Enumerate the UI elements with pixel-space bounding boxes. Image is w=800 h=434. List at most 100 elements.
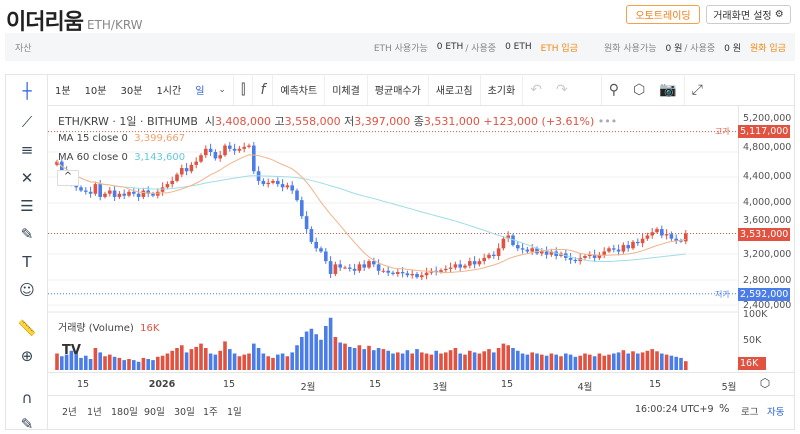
price-tick: 2,800,000 bbox=[743, 275, 792, 286]
volume-bar bbox=[223, 341, 227, 370]
log-toggle[interactable]: 로그 bbox=[741, 407, 759, 418]
camera-icon[interactable]: 📷 bbox=[659, 81, 677, 98]
ruler-icon[interactable]: 📏 bbox=[17, 319, 37, 337]
interval-10m[interactable]: 10분 bbox=[84, 86, 107, 97]
interval-30m[interactable]: 30분 bbox=[120, 86, 143, 97]
volume-bar bbox=[386, 350, 390, 370]
trend-line-icon[interactable]: ⟋ bbox=[21, 113, 33, 131]
candle bbox=[468, 261, 472, 266]
volume-bar bbox=[79, 357, 83, 370]
volume-bar bbox=[261, 353, 266, 370]
chevron-down-icon[interactable]: ⌄ bbox=[218, 84, 226, 95]
emoji-icon[interactable]: ☺ bbox=[19, 281, 35, 299]
eth-available-label: ETH 사용가능 bbox=[373, 43, 428, 54]
redo-icon[interactable]: ↷ bbox=[555, 81, 568, 98]
range-30d[interactable]: 30일 bbox=[174, 407, 195, 418]
volume-bar bbox=[271, 357, 275, 370]
interval-1m[interactable]: 1분 bbox=[55, 86, 71, 97]
volume-bar bbox=[266, 356, 270, 370]
screen-settings-button[interactable]: 거래화면 설정 ⚙ bbox=[706, 5, 791, 24]
price-chart[interactable] bbox=[48, 106, 738, 372]
candle bbox=[588, 254, 592, 257]
crosshair-icon[interactable]: ┼ bbox=[22, 82, 32, 100]
volume-bar bbox=[602, 355, 606, 370]
eth-deposit-link[interactable]: ETH 입금 bbox=[540, 43, 578, 54]
range-2y[interactable]: 2년 bbox=[62, 407, 77, 418]
horizontal-lines-icon[interactable]: ≡ bbox=[20, 141, 34, 159]
reset-button[interactable]: 초기화 bbox=[487, 86, 516, 97]
zoom-in-icon[interactable]: ⊕ bbox=[20, 347, 34, 365]
fullscreen-icon[interactable]: ⤢ bbox=[691, 81, 703, 98]
change-value: +123,000 (+3.61%) bbox=[483, 115, 595, 128]
volume-bar bbox=[285, 356, 290, 370]
candle bbox=[573, 259, 578, 262]
range-1w[interactable]: 1주 bbox=[203, 407, 218, 418]
candle bbox=[372, 261, 376, 265]
volume-bar bbox=[184, 352, 189, 370]
volume-bar bbox=[400, 353, 405, 370]
clock: 16:00:24 UTC+9 bbox=[635, 404, 714, 415]
magnet-icon[interactable]: ∩ bbox=[21, 389, 33, 407]
volume-bar bbox=[660, 353, 664, 370]
candle bbox=[626, 245, 630, 249]
brush-icon[interactable]: ✎ bbox=[20, 225, 34, 243]
price-tick: 3,600,000 bbox=[743, 215, 792, 226]
candle bbox=[218, 155, 222, 159]
candle bbox=[645, 235, 650, 239]
candle bbox=[170, 180, 174, 185]
indicator-fx-icon[interactable]: f bbox=[260, 81, 266, 98]
krw-in-use-label: / 사용중 bbox=[684, 43, 716, 54]
candle bbox=[616, 249, 621, 252]
text-icon[interactable]: T bbox=[22, 253, 32, 271]
volume-bar bbox=[228, 349, 232, 370]
pencil-icon[interactable]: ✎ bbox=[20, 415, 34, 433]
candle bbox=[405, 273, 410, 276]
eth-in-use-label: / 사용중 bbox=[465, 43, 497, 54]
volume-bar bbox=[93, 348, 98, 370]
interval-1d[interactable]: 일 bbox=[195, 86, 205, 97]
search-indicator-icon[interactable]: ⚲ bbox=[608, 81, 619, 98]
candle bbox=[295, 190, 299, 201]
krw-deposit-link[interactable]: 원화 입금 bbox=[750, 43, 786, 54]
candle bbox=[146, 190, 150, 194]
candle bbox=[324, 251, 328, 262]
volume-bar bbox=[376, 348, 381, 370]
collapse-legend-button[interactable]: ^ bbox=[57, 170, 79, 186]
auto-trading-button[interactable]: 오토트레이딩 bbox=[626, 5, 700, 24]
auto-toggle[interactable]: 자동 bbox=[767, 407, 785, 418]
volume-bar bbox=[160, 355, 165, 370]
range-1d[interactable]: 1일 bbox=[227, 407, 242, 418]
settings-hexagon-icon[interactable]: ⬡ bbox=[632, 81, 646, 98]
volume-bar bbox=[64, 354, 69, 370]
open-orders-button[interactable]: 미체결 bbox=[332, 86, 360, 97]
avg-price-button[interactable]: 평균매수가 bbox=[374, 86, 421, 97]
forecast-chart-button[interactable]: 예측차트 bbox=[280, 86, 318, 97]
volume-bar bbox=[559, 356, 563, 370]
interval-1h[interactable]: 1시간 bbox=[156, 86, 182, 97]
percent-toggle[interactable]: % bbox=[719, 402, 730, 415]
drawing-toolbar: ┼ ⟋ ≡ ✕ ☰ ✎ T ☺ 📏 ⊕ ∩ ✎ bbox=[5, 74, 48, 433]
pattern-icon[interactable]: ✕ bbox=[20, 169, 34, 187]
candle bbox=[477, 261, 482, 265]
undo-icon[interactable]: ↶ bbox=[530, 81, 542, 98]
candle-type-icon[interactable]: ⫿ bbox=[240, 81, 246, 98]
price-tick: 4,800,000 bbox=[743, 142, 792, 153]
candle bbox=[391, 272, 395, 274]
refresh-button[interactable]: 새로고침 bbox=[435, 86, 473, 97]
volume-bar bbox=[568, 354, 573, 370]
range-90d[interactable]: 90일 bbox=[144, 407, 165, 418]
time-axis[interactable]: 15 2026 15 2월 15 3월 15 4월 15 5월 ⬡ bbox=[48, 372, 795, 396]
range-1y[interactable]: 1년 bbox=[87, 407, 102, 418]
range-180d[interactable]: 180일 bbox=[111, 407, 138, 418]
fib-icon[interactable]: ☰ bbox=[20, 197, 34, 215]
candle bbox=[496, 248, 501, 257]
ma15-line bbox=[56, 154, 686, 274]
candle bbox=[472, 261, 477, 265]
candle bbox=[352, 268, 357, 271]
candle bbox=[84, 190, 88, 192]
axis-settings-icon[interactable]: ⬡ bbox=[759, 376, 771, 390]
asset-bar: 자산 ETH 사용가능 0 ETH / 사용중 0 ETH ETH 입금 원화 … bbox=[5, 33, 795, 61]
volume-bar bbox=[616, 352, 621, 370]
candle bbox=[290, 185, 294, 191]
candle bbox=[280, 184, 285, 188]
